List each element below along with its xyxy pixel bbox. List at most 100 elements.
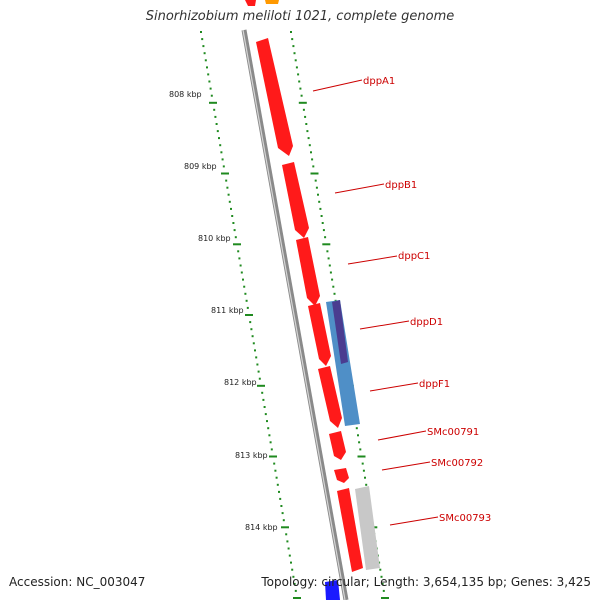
inner-scale-minor-dot xyxy=(268,434,271,437)
genome-backbone-highlight xyxy=(242,29,346,600)
outer-scale-minor-dot xyxy=(319,207,322,210)
inner-scale-major-tick xyxy=(245,314,253,316)
leader-dppA1 xyxy=(312,79,363,92)
inner-scale-minor-dot xyxy=(219,144,222,147)
gene-label-dppB1[interactable]: dppB1 xyxy=(385,180,417,191)
inner-scale-minor-dot xyxy=(209,87,212,90)
outer-scale-minor-dot xyxy=(359,448,362,451)
inner-scale-minor-dot xyxy=(226,186,229,189)
outer-scale-minor-dot xyxy=(294,59,297,62)
gene-label-dppF1[interactable]: dppF1 xyxy=(419,379,450,390)
outer-scale-minor-dot xyxy=(355,427,358,430)
outer-scale-minor-dot xyxy=(365,483,368,486)
inner-scale-major-tick xyxy=(257,384,265,387)
inner-scale-minor-dot xyxy=(282,519,285,522)
inner-scale-minor-dot xyxy=(215,123,218,125)
partial-feature-orange-top xyxy=(265,0,279,4)
outer-scale-minor-dot xyxy=(357,434,359,437)
scale-labels: 808 kbp 809 kbp 810 kbp 811 kbp 812 kbp … xyxy=(169,90,278,532)
gene-label-SMc00791[interactable]: SMc00791 xyxy=(427,427,479,438)
genome-backbone xyxy=(241,29,349,600)
inner-scale-minor-dot xyxy=(269,441,272,444)
inner-scale-minor-dot xyxy=(246,306,249,309)
inner-scale-minor-dot xyxy=(273,462,276,465)
outer-scale-minor-dot xyxy=(380,575,383,578)
outer-scale-minor-dot xyxy=(322,229,325,232)
outer-scale-minor-dot xyxy=(315,186,318,189)
scale-label-813: 813 kbp xyxy=(235,451,268,460)
outer-scale-major-tick xyxy=(298,101,307,104)
outer-scale-minor-dot xyxy=(305,123,308,125)
outer-scale-minor-dot xyxy=(333,292,336,295)
inner-scale-minor-dot xyxy=(254,349,256,352)
gene-label-SMc00793[interactable]: SMc00793 xyxy=(439,513,491,524)
inner-scale-minor-dot xyxy=(221,158,224,161)
inner-scale-minor-dot xyxy=(275,476,278,479)
outer-scale-major-tick xyxy=(310,172,319,175)
inner-scale-minor-dot xyxy=(225,179,228,182)
inner-scale-minor-dot xyxy=(278,490,280,493)
genome-title: Sinorhizobium meliloti 1021, complete ge… xyxy=(145,9,455,24)
gene-label-dppD1[interactable]: dppD1 xyxy=(410,317,443,328)
inner-scale-minor-dot xyxy=(239,264,242,267)
inner-scale-minor-dot xyxy=(203,52,206,55)
inner-scale-minor-dot xyxy=(243,285,246,288)
gene-label-SMc00792[interactable]: SMc00792 xyxy=(431,458,483,469)
inner-scale-minor-dot xyxy=(285,533,288,536)
inner-scale-minor-dot xyxy=(218,137,220,140)
inner-scale-major-tick xyxy=(281,526,289,529)
leader-dppC1 xyxy=(347,255,398,265)
inner-scale-minor-dot xyxy=(238,257,241,260)
inner-scale-minor-dot xyxy=(274,469,277,472)
inner-scale-minor-dot xyxy=(252,342,255,345)
inner-scale-minor-dot xyxy=(233,229,236,232)
inner-scale-minor-dot xyxy=(237,250,240,253)
gene-arrow-dppD1 xyxy=(308,303,331,366)
inner-scale-minor-dot xyxy=(276,483,279,486)
feature-gray-band xyxy=(355,486,380,570)
inner-scale-minor-dot xyxy=(222,165,225,168)
outer-scale-minor-dot xyxy=(308,144,311,147)
outer-scale-minor-dot xyxy=(304,115,307,118)
inner-scale-minor-dot xyxy=(294,589,297,592)
leader-dppD1 xyxy=(359,320,410,330)
genome-summary-text: Topology: circular; Length: 3,654,135 bp… xyxy=(261,575,591,589)
outer-scale-minor-dot xyxy=(382,589,385,592)
inner-scale-minor-dot xyxy=(213,108,216,111)
outer-scale-minor-dot xyxy=(297,73,300,76)
inner-scale-minor-dot xyxy=(204,59,207,62)
gene-label-dppC1[interactable]: dppC1 xyxy=(398,251,430,262)
inner-scale-minor-dot xyxy=(293,582,296,585)
outer-scale-minor-dot xyxy=(307,137,310,140)
leader-SMc00793 xyxy=(389,516,439,526)
outer-scale-minor-dot xyxy=(298,80,301,83)
inner-scale-minor-dot xyxy=(240,271,243,274)
gene-label-dppA1[interactable]: dppA1 xyxy=(363,76,395,87)
outer-scale-minor-dot xyxy=(300,94,303,97)
inner-scale-minor-dot xyxy=(292,575,295,578)
inner-scale-minor-dot xyxy=(250,328,253,331)
inner-scale-minor-dot xyxy=(280,505,283,507)
outer-scale-minor-dot xyxy=(379,568,382,571)
outer-scale-minor-dot xyxy=(331,278,334,281)
inner-scale-minor-dot xyxy=(200,31,202,33)
partial-feature-red-top xyxy=(245,0,256,6)
outer-scale-minor-dot xyxy=(302,108,305,111)
inner-scale-minor-dot xyxy=(288,554,291,557)
gene-arrow-dppA1 xyxy=(256,38,293,156)
inner-scale-minor-dot xyxy=(258,377,261,380)
inner-scale-minor-dot xyxy=(228,200,231,203)
outer-scale-major-tick xyxy=(357,455,366,458)
outer-scale-minor-dot xyxy=(310,151,312,154)
inner-scale-minor-dot xyxy=(261,391,264,394)
gene-arrow-dppB1 xyxy=(282,162,309,238)
inner-scale-minor-dot xyxy=(202,45,205,48)
scale-label-809: 809 kbp xyxy=(184,162,217,171)
gene-arrow-SMc00793 xyxy=(337,488,363,572)
outer-scale-minor-dot xyxy=(306,130,309,133)
outer-scale-minor-dot xyxy=(381,582,384,585)
outer-scale-minor-dot xyxy=(290,31,292,33)
inner-scale-minor-dot xyxy=(231,215,234,217)
feature-purple-band xyxy=(332,300,348,364)
